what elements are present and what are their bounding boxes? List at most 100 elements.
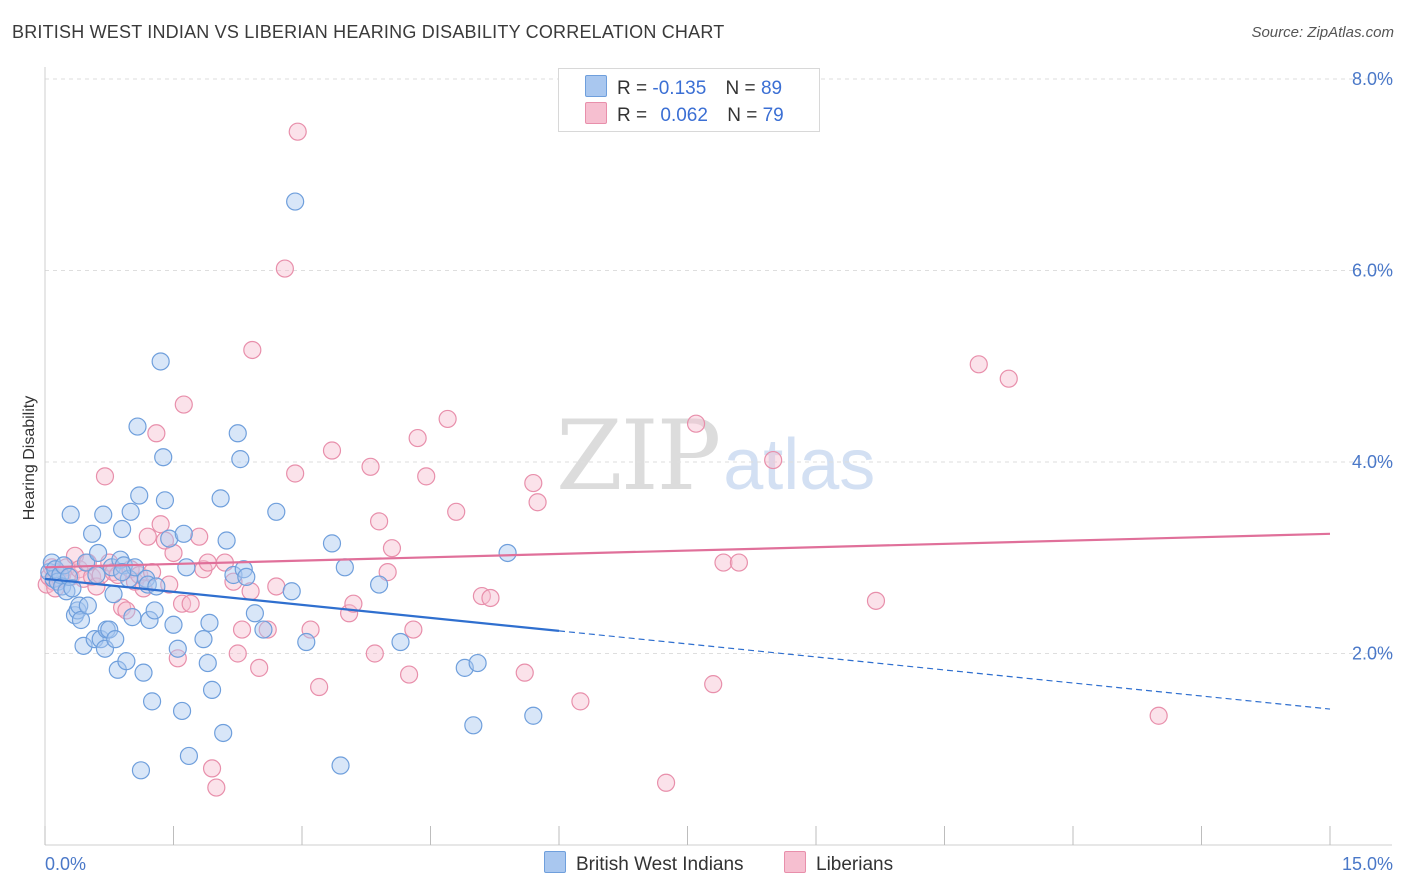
liberian-point	[243, 340, 262, 360]
watermark-zip: ZIP	[556, 400, 721, 512]
trend-lines	[44, 532, 1331, 710]
watermark: ZIPatlas	[556, 400, 875, 512]
british-west-indian-point	[112, 563, 132, 582]
british-west-indian-point	[267, 502, 286, 521]
liberian-point	[481, 588, 500, 608]
british-west-indian-point	[172, 701, 192, 721]
liberian-point	[969, 355, 988, 374]
british-west-indian-point	[297, 632, 316, 652]
british-west-indian-point	[128, 417, 147, 436]
british-west-indian-point	[104, 585, 123, 604]
legend-n-label: N =	[727, 105, 758, 126]
british-west-indian-point	[282, 582, 301, 601]
british-west-indian-point	[100, 620, 119, 639]
legend-row-british-west-indians: R = -0.135 N = 89	[585, 75, 782, 101]
british-west-indian-point	[147, 577, 166, 596]
liberian-point	[250, 658, 269, 677]
liberian-point	[190, 527, 209, 546]
british-west-indian-point	[286, 192, 305, 211]
liberian-point	[174, 395, 193, 414]
liberian-point	[571, 692, 590, 711]
liberian-point	[378, 563, 397, 582]
british-west-indian-point	[198, 653, 217, 673]
british-west-indian-point	[78, 596, 97, 615]
liberian-point	[417, 467, 436, 486]
british-west-indian-point	[200, 613, 219, 632]
british-west-indian-point	[142, 692, 162, 711]
liberian-point	[344, 594, 363, 613]
british-west-indian-point	[370, 575, 389, 594]
liberian-point	[168, 649, 187, 668]
british-west-indian-point	[174, 524, 193, 543]
british-west-indian-point	[391, 632, 410, 652]
british-west-indian-point	[123, 608, 142, 627]
bottom-legend-label: Liberians	[816, 854, 894, 875]
x-tick-label: 15.0%	[1342, 854, 1393, 874]
british-west-indian-point	[145, 601, 164, 620]
british-west-indian-point	[94, 505, 113, 524]
y-tick-label: 4.0%	[1352, 452, 1393, 472]
pink-trend-line	[44, 532, 1331, 569]
british-west-indian-point	[65, 606, 85, 625]
british-west-indian-point	[211, 489, 230, 508]
bottom-legend-liberians: Liberians	[784, 851, 893, 876]
british-west-indian-point	[231, 450, 250, 469]
axes	[44, 67, 1392, 846]
british-west-indian-point	[202, 680, 222, 699]
liberian-point	[714, 553, 733, 572]
legend-r-value: -0.135	[652, 78, 707, 99]
british-west-indian-point	[168, 639, 187, 658]
y-tick-label: 2.0%	[1352, 644, 1393, 664]
y-tick-label: 6.0%	[1352, 261, 1393, 281]
liberian-point	[447, 502, 466, 521]
x-tick-label: 0.0%	[45, 854, 86, 874]
british-west-indian-point	[140, 610, 159, 630]
liberian-point	[764, 450, 783, 470]
british-west-indian-point	[87, 565, 106, 585]
liberian-point	[232, 620, 252, 639]
liberian-point	[382, 539, 402, 558]
legend-row-liberians: R = 0.062 N = 79	[585, 102, 784, 128]
british-west-indian-point	[179, 746, 199, 766]
british-west-indian-point	[335, 558, 354, 577]
british-west-indian-point	[237, 567, 256, 587]
british-west-indians-points	[40, 192, 543, 780]
liberian-point	[361, 457, 380, 476]
liberian-point	[404, 620, 423, 639]
liberian-point	[322, 441, 342, 460]
liberian-point	[138, 527, 157, 546]
tick-labels: 2.0% 4.0% 6.0% 8.0% 0.0% 15.0% Hearing Disabil…	[21, 69, 1393, 874]
bottom-legend-british-west-indians: British West Indians	[544, 851, 744, 876]
chart-title: BRITISH WEST INDIAN VS LIBERIAN HEARING …	[12, 22, 725, 42]
british-west-indian-point	[106, 630, 125, 649]
legend-n-value: 79	[762, 105, 784, 126]
watermark-atlas: atlas	[723, 425, 876, 505]
liberian-point	[524, 473, 543, 493]
liberian-point	[686, 414, 706, 433]
british-west-indian-point	[131, 761, 151, 780]
bottom-legend-swatch-pink	[784, 851, 806, 873]
legend-swatch-pink	[585, 102, 607, 124]
liberian-point	[365, 644, 384, 663]
liberian-point	[286, 464, 305, 483]
british-west-indian-point	[194, 630, 213, 649]
british-west-indian-point	[89, 543, 108, 563]
liberian-point	[656, 773, 676, 792]
liberian-point	[528, 493, 547, 512]
bottom-legend-swatch-blue	[544, 851, 566, 873]
liberian-point	[95, 467, 115, 486]
blue-trend-line-extrapolated	[558, 630, 1331, 710]
british-west-indian-point	[117, 652, 136, 671]
liberian-point	[399, 665, 419, 684]
liberian-point	[202, 759, 222, 778]
british-west-indian-point	[134, 663, 153, 682]
british-west-indian-point	[228, 424, 247, 443]
legend-n-value: 89	[760, 78, 783, 99]
liberian-point	[207, 778, 226, 797]
british-west-indian-point	[63, 579, 82, 598]
legend-n-label: N =	[725, 78, 756, 99]
british-west-indian-point	[498, 543, 517, 563]
british-west-indian-point	[74, 636, 93, 655]
british-west-indian-point	[217, 531, 236, 550]
